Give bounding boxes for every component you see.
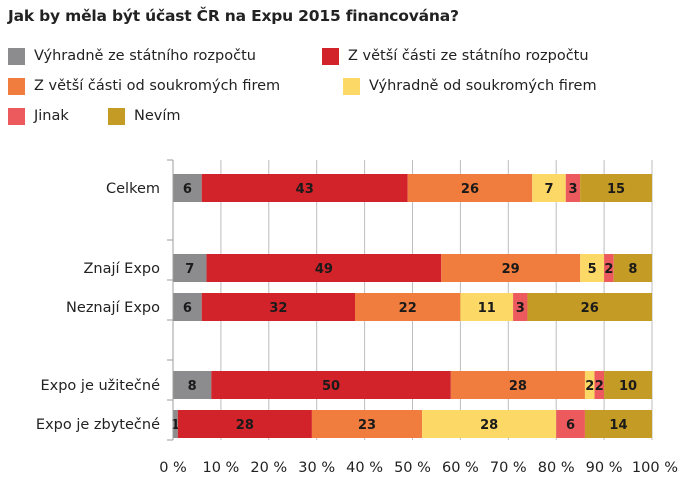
category-label: Celkem	[106, 181, 160, 197]
x-tick-label: 60 %	[442, 460, 479, 476]
bar-segment	[311, 410, 423, 438]
x-tick-label: 70 %	[490, 460, 527, 476]
bar-segment	[513, 293, 528, 321]
bar-segment	[407, 174, 533, 202]
data-label: 8	[188, 379, 197, 394]
legend-label: Z větší části ze státního rozpočtu	[348, 48, 589, 64]
legend-label: Nevím	[134, 108, 181, 124]
legend-item: Z větší části od soukromých firem	[8, 77, 280, 95]
data-label: 1	[171, 418, 180, 433]
bar-segment	[211, 371, 451, 399]
data-label: 28	[236, 418, 254, 433]
data-label: 6	[183, 182, 192, 197]
data-label: 50	[322, 379, 340, 394]
legend-label: Z větší části od soukromých firem	[34, 78, 281, 94]
data-label: 28	[480, 418, 498, 433]
bar-segment	[441, 254, 581, 282]
data-label: 3	[516, 301, 525, 316]
bar-segment	[565, 174, 581, 202]
data-label: 6	[566, 418, 575, 433]
data-label: 2	[595, 379, 604, 394]
bar-segment	[173, 254, 207, 282]
legend-swatch	[343, 77, 360, 95]
bar-segment	[173, 371, 212, 399]
bar-segment	[177, 410, 312, 438]
data-label: 2	[585, 379, 594, 394]
category-label: Expo je užitečné	[40, 378, 160, 394]
bar-segment	[201, 174, 408, 202]
legend-swatch	[8, 77, 25, 95]
chart-title: Jak by měla být účast ČR na Expu 2015 fi…	[8, 7, 459, 25]
legend-item: Výhradně od soukromých firem	[343, 77, 597, 95]
legend-swatch	[322, 47, 339, 65]
legend-item: Z větší části ze státního rozpočtu	[322, 47, 589, 65]
bar-segment	[580, 254, 605, 282]
data-label: 29	[502, 262, 520, 277]
x-tick-label: 10 %	[202, 460, 239, 476]
bar-segment	[584, 371, 595, 399]
bar-segment	[527, 293, 652, 321]
legend-label: Výhradně od soukromých firem	[369, 78, 597, 94]
category-label: Expo je zbytečné	[36, 417, 160, 433]
data-label: 11	[478, 301, 496, 316]
bar-segment	[173, 293, 202, 321]
legend-swatch	[8, 107, 25, 125]
bar-segment	[206, 254, 442, 282]
data-label: 32	[269, 301, 287, 316]
bar-segment	[460, 293, 514, 321]
data-label: 10	[619, 379, 637, 394]
legend-label: Jinak	[34, 108, 69, 124]
legend-label: Výhradně ze státního rozpočtu	[34, 48, 256, 64]
bar-segment	[422, 410, 557, 438]
bar-segment	[532, 174, 566, 202]
bar-segment	[594, 371, 605, 399]
x-tick-label: 40 %	[346, 460, 383, 476]
x-tick-label: 20 %	[250, 460, 287, 476]
x-tick-label: 50 %	[394, 460, 431, 476]
category-label: Znají Expo	[84, 261, 161, 277]
bar-segment	[355, 293, 461, 321]
bar-segment	[580, 174, 652, 202]
x-tick-label: 30 %	[298, 460, 335, 476]
bar-segment	[556, 410, 585, 438]
data-label: 6	[183, 301, 192, 316]
bar-segment	[613, 254, 652, 282]
data-label: 26	[461, 182, 479, 197]
bar-segment	[450, 371, 585, 399]
data-label: 14	[609, 418, 627, 433]
legend-swatch	[108, 107, 125, 125]
category-label: Neznají Expo	[66, 300, 160, 316]
bar-segment	[173, 410, 178, 438]
bar-segment	[173, 174, 202, 202]
data-label: 3	[568, 182, 577, 197]
legend-item: Jinak	[8, 107, 69, 125]
data-label: 5	[588, 262, 597, 277]
data-label: 26	[581, 301, 599, 316]
data-label: 7	[544, 182, 553, 197]
data-label: 15	[607, 182, 625, 197]
bar-segment	[201, 293, 356, 321]
legend-swatch	[8, 47, 25, 65]
data-label: 7	[185, 262, 194, 277]
legend-item: Nevím	[108, 107, 181, 125]
x-tick-label: 90 %	[586, 460, 623, 476]
bar-segment	[604, 371, 652, 399]
data-label: 22	[399, 301, 417, 316]
data-label: 49	[315, 262, 333, 277]
x-tick-label: 80 %	[538, 460, 575, 476]
data-label: 43	[296, 182, 314, 197]
x-tick-label: 100 %	[632, 460, 678, 476]
data-label: 2	[604, 262, 613, 277]
bar-segment	[584, 410, 652, 438]
data-label: 8	[628, 262, 637, 277]
data-label: 28	[509, 379, 527, 394]
x-tick-label: 0 %	[159, 460, 187, 476]
bar-segment	[604, 254, 614, 282]
legend-item: Výhradně ze státního rozpočtu	[8, 47, 256, 65]
data-label: 23	[358, 418, 376, 433]
